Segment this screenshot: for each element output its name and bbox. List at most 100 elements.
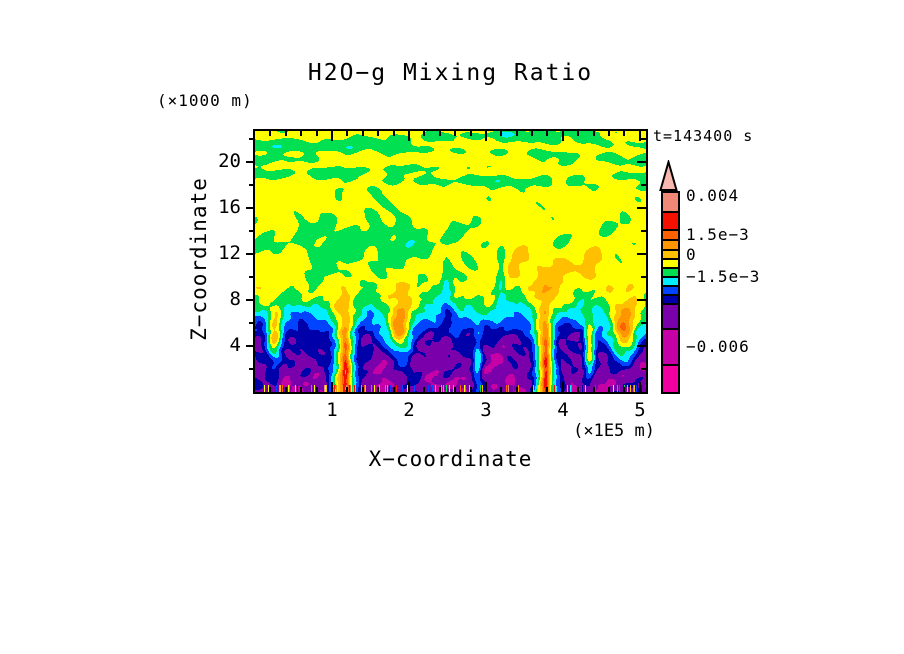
axis-tick xyxy=(637,253,646,255)
colorbar-tick-label: 0.004 xyxy=(686,186,740,205)
axis-tick xyxy=(577,387,579,392)
x-axis-tick-label: 5 xyxy=(634,399,646,421)
colorbar-segment xyxy=(663,249,678,258)
axis-tick xyxy=(546,131,548,136)
axis-tick xyxy=(641,276,646,278)
axis-tick xyxy=(439,131,441,136)
axis-tick xyxy=(423,131,425,136)
colorbar-segment xyxy=(663,258,678,267)
axis-tick xyxy=(623,387,625,392)
axis-tick xyxy=(300,131,302,136)
colorbar-tick-label: −0.006 xyxy=(686,337,750,356)
plot-frame xyxy=(253,129,648,394)
y-axis-tick-label: 4 xyxy=(229,334,241,356)
colorbar-segment xyxy=(663,303,678,328)
axis-tick xyxy=(485,382,487,392)
contour-field-canvas xyxy=(255,131,646,392)
axis-tick xyxy=(516,131,518,136)
axis-tick xyxy=(285,131,287,136)
axis-tick xyxy=(577,131,579,136)
colorbar-tick-label: 0 xyxy=(686,245,697,264)
axis-tick xyxy=(331,131,333,141)
axis-tick xyxy=(637,207,646,209)
axis-tick xyxy=(637,345,646,347)
colorbar-segment xyxy=(663,267,678,276)
colorbar-segment xyxy=(663,229,678,239)
x-axis-tick-label: 3 xyxy=(480,399,492,421)
axis-tick xyxy=(562,131,564,141)
axis-tick xyxy=(623,131,625,136)
axis-tick xyxy=(641,322,646,324)
axis-tick xyxy=(316,131,318,136)
axis-tick xyxy=(608,131,610,136)
axis-tick xyxy=(641,138,646,140)
axis-tick xyxy=(285,387,287,392)
y-axis-tick-label: 16 xyxy=(218,196,241,218)
axis-tick xyxy=(246,253,255,255)
axis-tick xyxy=(316,387,318,392)
axis-tick xyxy=(331,382,333,392)
axis-tick xyxy=(516,387,518,392)
colorbar xyxy=(661,191,680,394)
y-axis-tick-label: 20 xyxy=(218,150,241,172)
axis-tick xyxy=(393,387,395,392)
y-axis-tick-label: 12 xyxy=(218,242,241,264)
axis-tick xyxy=(249,184,255,186)
axis-tick xyxy=(637,299,646,301)
axis-tick xyxy=(641,368,646,370)
axis-tick xyxy=(249,322,255,324)
colorbar-tick-label: 1.5e−3 xyxy=(686,225,750,244)
colorbar-segment xyxy=(663,193,678,211)
axis-tick xyxy=(362,131,364,136)
colorbar-segment xyxy=(663,276,678,285)
axis-tick xyxy=(470,131,472,136)
axis-tick xyxy=(500,387,502,392)
axis-tick xyxy=(454,387,456,392)
x-axis-tick-label: 1 xyxy=(326,399,338,421)
axis-tick xyxy=(639,131,641,141)
axis-tick xyxy=(485,131,487,141)
axis-tick xyxy=(377,131,379,136)
chart-title: H2O−g Mixing Ratio xyxy=(307,60,594,86)
axis-tick xyxy=(639,382,641,392)
axis-tick xyxy=(362,387,364,392)
colorbar-segment xyxy=(663,294,678,303)
axis-tick xyxy=(269,387,271,392)
axis-tick xyxy=(593,131,595,136)
colorbar-segment xyxy=(663,239,678,249)
y-axis-tick-label: 8 xyxy=(229,288,241,310)
axis-tick xyxy=(608,387,610,392)
y-axis-title: Z−coordinate xyxy=(187,177,211,341)
axis-tick xyxy=(346,131,348,136)
colorbar-tick-label: −1.5e−3 xyxy=(686,267,761,286)
time-annotation: t=143400 s xyxy=(653,127,754,145)
axis-tick xyxy=(531,131,533,136)
axis-tick xyxy=(249,276,255,278)
colorbar-segment xyxy=(663,285,678,294)
axis-tick xyxy=(246,299,255,301)
axis-tick xyxy=(637,161,646,163)
axis-tick xyxy=(439,387,441,392)
axis-tick xyxy=(346,387,348,392)
axis-tick xyxy=(300,387,302,392)
axis-tick xyxy=(641,184,646,186)
colorbar-segment xyxy=(663,211,678,229)
colorbar-segment xyxy=(663,364,678,392)
axis-tick xyxy=(249,138,255,140)
axis-tick xyxy=(470,387,472,392)
axis-tick xyxy=(246,345,255,347)
x-axis-tick-label: 2 xyxy=(403,399,415,421)
axis-tick xyxy=(454,131,456,136)
axis-tick xyxy=(546,387,548,392)
axis-tick xyxy=(408,131,410,141)
y-axis-unit-label: (×1000 m) xyxy=(157,91,253,110)
x-axis-tick-label: 4 xyxy=(557,399,569,421)
axis-tick xyxy=(641,230,646,232)
axis-tick xyxy=(500,131,502,136)
axis-tick xyxy=(393,131,395,136)
axis-tick xyxy=(246,161,255,163)
axis-tick xyxy=(408,382,410,392)
axis-tick xyxy=(593,387,595,392)
x-axis-title: X−coordinate xyxy=(368,447,533,471)
